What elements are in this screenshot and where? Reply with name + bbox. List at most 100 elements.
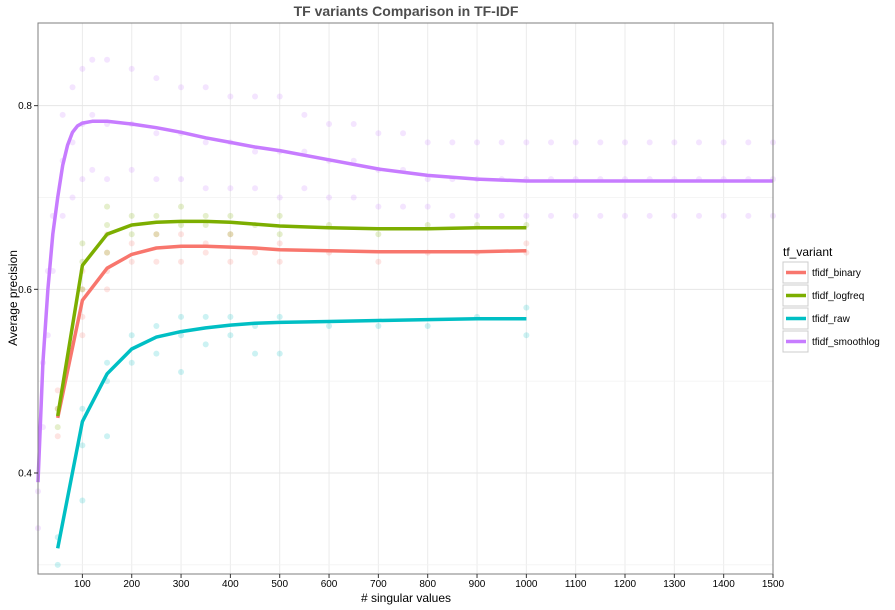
scatter-point — [227, 213, 233, 219]
scatter-point — [597, 139, 603, 145]
scatter-point — [597, 213, 603, 219]
scatter-point — [523, 213, 529, 219]
scatter-point — [55, 424, 61, 430]
scatter-point — [153, 213, 159, 219]
x-tick-label: 1400 — [713, 579, 736, 590]
x-tick-label: 1100 — [565, 579, 587, 590]
scatter-point — [499, 213, 505, 219]
x-tick-label: 600 — [321, 579, 338, 590]
scatter-point — [745, 139, 751, 145]
scatter-point — [351, 194, 357, 200]
scatter-point — [721, 139, 727, 145]
scatter-point — [104, 286, 110, 292]
scatter-point — [326, 194, 332, 200]
scatter-point — [129, 259, 135, 265]
scatter-point — [252, 351, 258, 357]
scatter-point — [375, 231, 381, 237]
scatter-point — [89, 112, 95, 118]
scatter-point — [178, 84, 184, 90]
scatter-point — [647, 213, 653, 219]
scatter-point — [227, 259, 233, 265]
scatter-point — [499, 139, 505, 145]
scatter-point — [153, 231, 159, 237]
scatter-point — [129, 66, 135, 72]
scatter-point — [55, 562, 61, 568]
scatter-point — [129, 231, 135, 237]
scatter-point — [178, 259, 184, 265]
scatter-point — [203, 341, 209, 347]
scatter-point — [573, 139, 579, 145]
x-tick-label: 1000 — [515, 579, 538, 590]
scatter-point — [70, 84, 76, 90]
scatter-point — [227, 185, 233, 191]
scatter-point — [721, 213, 727, 219]
scatter-point — [203, 84, 209, 90]
scatter-point — [375, 259, 381, 265]
scatter-point — [153, 75, 159, 81]
x-axis-title: # singular values — [361, 591, 451, 605]
x-tick-label: 500 — [271, 579, 288, 590]
scatter-point — [474, 213, 480, 219]
x-tick-label: 300 — [173, 579, 190, 590]
scatter-point — [79, 240, 85, 246]
scatter-point — [400, 204, 406, 210]
scatter-point — [301, 185, 307, 191]
x-tick-label: 100 — [74, 579, 91, 590]
scatter-point — [252, 93, 258, 99]
scatter-point — [449, 213, 455, 219]
legend-title: tf_variant — [783, 245, 833, 259]
scatter-point — [696, 139, 702, 145]
scatter-point — [79, 66, 85, 72]
scatter-point — [70, 194, 76, 200]
legend-label-tfidf_logfreq: tfidf_logfreq — [812, 291, 864, 302]
scatter-point — [89, 57, 95, 63]
scatter-point — [375, 130, 381, 136]
scatter-point — [104, 360, 110, 366]
scatter-point — [252, 185, 258, 191]
scatter-point — [523, 332, 529, 338]
scatter-point — [425, 204, 431, 210]
scatter-point — [79, 176, 85, 182]
x-tick-label: 800 — [419, 579, 436, 590]
y-tick-label: 0.6 — [18, 285, 32, 296]
scatter-point — [277, 231, 283, 237]
scatter-point — [548, 213, 554, 219]
y-tick-label: 0.8 — [18, 101, 32, 112]
scatter-point — [178, 176, 184, 182]
scatter-point — [104, 176, 110, 182]
scatter-point — [425, 323, 431, 329]
scatter-point — [351, 121, 357, 127]
scatter-point — [178, 231, 184, 237]
scatter-point — [203, 139, 209, 145]
scatter-point — [277, 314, 283, 320]
scatter-point — [129, 167, 135, 173]
chart-title: TF variants Comparison in TF-IDF — [294, 3, 519, 19]
scatter-point — [375, 323, 381, 329]
scatter-point — [104, 204, 110, 210]
legend-label-tfidf_smoothlog: tfidf_smoothlog — [812, 337, 880, 348]
scatter-point — [326, 121, 332, 127]
scatter-point — [129, 240, 135, 246]
scatter-point — [696, 213, 702, 219]
scatter-point — [548, 139, 554, 145]
scatter-point — [129, 332, 135, 338]
y-axis-title: Average precision — [6, 250, 20, 346]
scatter-point — [375, 204, 381, 210]
scatter-point — [153, 323, 159, 329]
x-tick-label: 400 — [222, 579, 239, 590]
scatter-point — [227, 231, 233, 237]
legend-label-tfidf_raw: tfidf_raw — [812, 314, 851, 325]
scatter-point — [79, 332, 85, 338]
scatter-point — [129, 213, 135, 219]
x-tick-label: 900 — [469, 579, 486, 590]
y-tick-label: 0.4 — [18, 468, 32, 479]
scatter-point — [745, 213, 751, 219]
scatter-point — [203, 314, 209, 320]
scatter-point — [277, 351, 283, 357]
scatter-point — [89, 167, 95, 173]
scatter-point — [178, 204, 184, 210]
scatter-point — [55, 433, 61, 439]
x-tick-label: 200 — [123, 579, 140, 590]
